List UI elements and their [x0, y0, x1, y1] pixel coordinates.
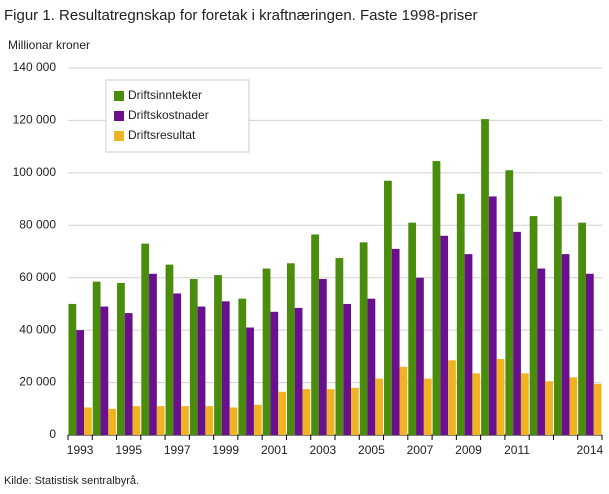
- bar: [326, 389, 335, 435]
- bar: [578, 222, 586, 435]
- bar: [149, 273, 157, 435]
- bar: [464, 254, 473, 435]
- x-tick-label: 1995: [115, 443, 142, 457]
- bar: [561, 254, 570, 435]
- bar: [520, 373, 529, 435]
- bar: [585, 273, 594, 435]
- bar: [229, 407, 238, 435]
- legend-label: Driftskostnader: [128, 108, 209, 122]
- y-tick-label: 140 000: [13, 60, 57, 74]
- bar: [384, 180, 392, 435]
- bar: [472, 373, 481, 435]
- x-tick-label: 2007: [407, 443, 434, 457]
- x-tick-label: 2003: [310, 443, 337, 457]
- bar: [529, 216, 538, 435]
- legend-label: Driftsinntekter: [128, 88, 202, 102]
- bar: [311, 234, 319, 435]
- bar: [100, 306, 109, 435]
- bar: [214, 275, 222, 435]
- bar: [68, 303, 77, 435]
- bar: [117, 282, 125, 435]
- bar: [416, 277, 424, 435]
- bar: [278, 391, 286, 435]
- bar: [189, 279, 198, 435]
- x-tick-label: 1999: [212, 443, 239, 457]
- bar: [270, 311, 279, 435]
- bar: [569, 377, 578, 435]
- legend-swatch: [114, 111, 124, 121]
- bar: [238, 298, 247, 435]
- bar: [165, 264, 174, 435]
- bar: [246, 327, 254, 435]
- x-tick-label: 2009: [455, 443, 482, 457]
- bar: [253, 404, 262, 435]
- bar: [76, 330, 85, 435]
- bar: [141, 243, 150, 435]
- bar: [351, 387, 359, 435]
- bar: [156, 406, 165, 435]
- x-tick-label: 1997: [164, 443, 191, 457]
- bar: [505, 170, 514, 435]
- bar: [302, 389, 311, 435]
- bar: [488, 196, 497, 435]
- bar: [124, 313, 133, 435]
- bar: [359, 242, 368, 435]
- bar: [294, 307, 303, 435]
- x-tick-label: 2014: [577, 443, 604, 457]
- bar: [513, 231, 521, 435]
- bar: [92, 281, 101, 435]
- bar: [481, 119, 489, 435]
- bar: [545, 381, 553, 435]
- y-tick-label: 100 000: [13, 165, 57, 179]
- bar: [335, 258, 344, 435]
- bar: [408, 222, 417, 435]
- bar: [553, 196, 562, 435]
- bar: [537, 268, 546, 435]
- x-tick-label: 1993: [67, 443, 94, 457]
- bar: [399, 366, 408, 435]
- x-tick-label: 2011: [504, 443, 530, 457]
- bar: [262, 268, 271, 435]
- y-axis-label: Millionar kroner: [8, 38, 90, 52]
- bar: [432, 161, 441, 435]
- bar: [375, 378, 384, 435]
- y-tick-label: 60 000: [19, 270, 56, 284]
- x-tick-label: 2005: [358, 443, 385, 457]
- bar: [205, 406, 214, 435]
- bar: [221, 301, 230, 435]
- bar: [496, 358, 505, 435]
- bar: [456, 193, 465, 435]
- bar: [440, 235, 449, 435]
- legend-label: Driftsresultat: [128, 128, 196, 142]
- bar: [132, 406, 141, 435]
- x-tick-label: 2001: [261, 443, 288, 457]
- y-tick-label: 80 000: [19, 217, 56, 231]
- bar: [343, 303, 352, 435]
- bar: [318, 279, 327, 435]
- y-tick-label: 120 000: [13, 113, 57, 127]
- bar: [593, 383, 602, 435]
- chart-title: Figur 1. Resultatregnskap for foretak i …: [4, 7, 478, 24]
- bar: [173, 293, 182, 435]
- legend-swatch: [114, 91, 124, 101]
- bar: [423, 378, 432, 435]
- bar: [391, 248, 400, 435]
- y-tick-label: 0: [49, 427, 56, 441]
- legend-swatch: [114, 131, 124, 141]
- bar: [181, 406, 189, 435]
- bar: [286, 263, 295, 435]
- y-tick-label: 20 000: [19, 375, 56, 389]
- bar: [197, 306, 206, 435]
- source: Kilde: Statistisk sentralbyrå.: [4, 475, 139, 487]
- bar: [448, 360, 456, 435]
- legend-box: [105, 79, 250, 153]
- y-tick-label: 40 000: [19, 322, 56, 336]
- bar: [84, 407, 92, 435]
- bar: [108, 408, 117, 435]
- bar: [367, 298, 376, 435]
